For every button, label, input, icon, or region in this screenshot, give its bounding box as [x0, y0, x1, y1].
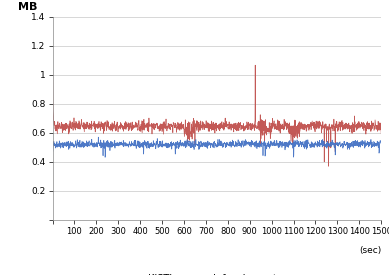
Text: MB: MB: [18, 2, 37, 12]
Text: (sec): (sec): [359, 246, 381, 255]
Legend: KISTI, Infosphere streams: KISTI, Infosphere streams: [123, 270, 311, 275]
